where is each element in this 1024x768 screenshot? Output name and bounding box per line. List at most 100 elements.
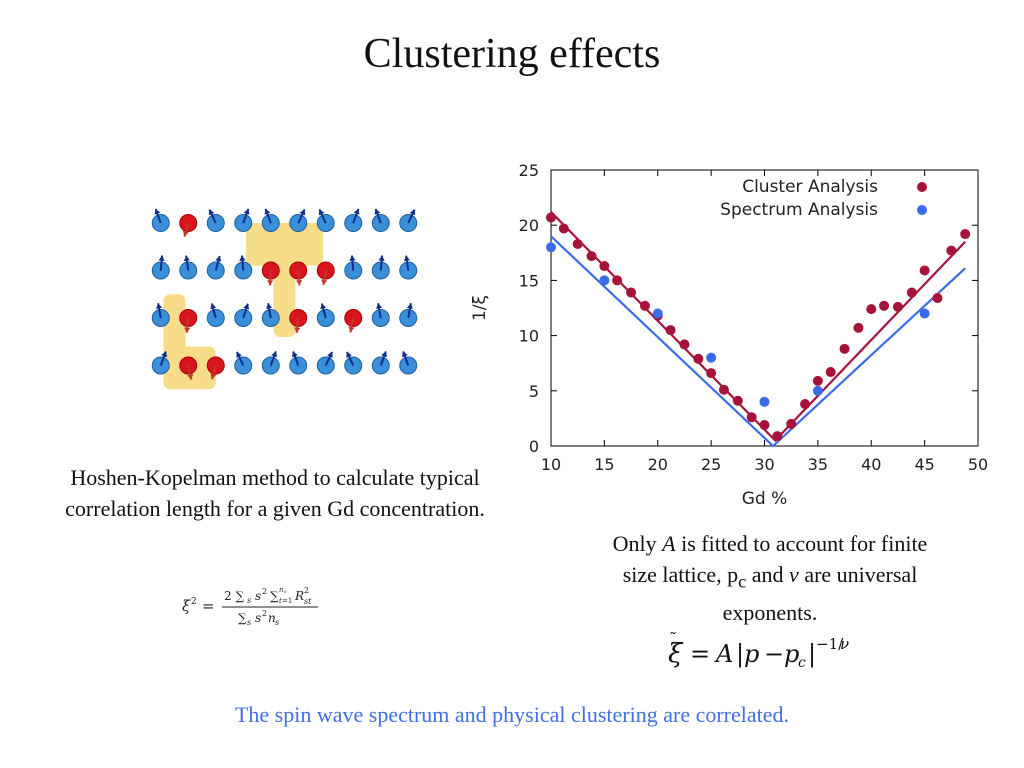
data-point [626,287,637,298]
data-point [906,287,917,298]
fit-caption-part3: and [746,562,790,587]
svg-text:p: p [784,640,799,668]
svg-text:2: 2 [262,609,267,618]
spin-site-red [179,356,198,380]
spin-site-blue [344,208,363,232]
svg-text:=1: =1 [282,597,292,605]
svg-text:s: s [255,589,261,603]
correlation-length-chart: 10 15 20 25 30 35 40 45 50 0 5 10 15 20 25 Gd % 1/ξ Clust… [470,161,988,509]
x-tick-label: 25 [701,455,721,474]
spin-site-blue [151,303,170,327]
data-point [652,308,663,319]
data-point [746,412,757,423]
svg-text:|: | [808,640,816,669]
spin-lattice-diagram [151,208,418,390]
spin-site-blue [179,255,198,280]
spin-site-blue [151,351,170,375]
spin-site-blue [261,351,280,375]
svg-text:s: s [247,618,251,627]
data-point [825,367,836,378]
data-point [665,325,676,336]
svg-text:n: n [279,586,284,594]
svg-text:2 ∑: 2 ∑ [224,589,244,603]
svg-text:st: st [304,597,312,606]
y-tick-label: 20 [519,216,539,235]
fit-caption-sub-c: c [738,571,747,592]
data-point [800,399,811,410]
legend-label: Cluster Analysis [742,177,878,197]
data-point [892,301,903,312]
spin-site-blue [371,208,390,232]
svg-text:ξ: ξ [668,639,684,669]
spin-site-blue [316,208,335,232]
spin-site-blue [206,255,225,280]
data-point [718,384,729,395]
fit-caption: Only A is fitted to account for finite s… [600,528,940,628]
svg-text:A: A [714,640,733,668]
spin-site-blue [234,351,253,375]
spin-site-blue [399,255,418,280]
data-point [960,229,971,240]
legend-label: Spectrum Analysis [720,200,878,220]
spin-site-blue [399,303,418,327]
svg-text:=: = [202,597,215,615]
fit-caption-part4: are universal exponents. [722,562,918,626]
x-tick-label: 50 [968,455,988,474]
data-point [919,265,930,276]
svg-text:c: c [798,655,806,671]
data-point [599,261,610,272]
spin-site-blue [344,351,363,375]
data-point [612,275,623,286]
hoshen-kopelman-caption: Hoshen-Kopelman method to calculate typi… [65,465,485,521]
spin-site-blue [151,208,170,232]
fit-caption-nu: ν [789,562,799,587]
data-point [572,238,583,249]
spin-site-blue [371,351,390,375]
svg-text:=: = [690,640,710,668]
svg-text:ξ: ξ [182,597,191,615]
spin-site-blue [261,208,280,232]
svg-text:R: R [294,589,304,603]
data-point [812,375,823,386]
data-point [919,308,930,319]
svg-text:s: s [247,596,251,605]
cluster-highlight [273,227,296,337]
svg-text:−: − [764,640,784,668]
data-point [558,223,569,234]
spin-site-red [206,356,225,380]
spin-site-blue [399,351,418,375]
spin-site-blue [289,208,308,232]
y-tick-label: 10 [519,327,539,346]
fit-line [550,235,966,448]
data-point [946,245,957,256]
x-tick-label: 45 [914,455,934,474]
data-point [786,418,797,429]
svg-text:˜: ˜ [669,632,677,648]
spin-site-red [344,309,363,333]
data-point [759,396,770,407]
spin-site-red [289,309,308,333]
data-point [546,242,556,253]
spin-site-blue [316,351,335,375]
x-axis-label: Gd % [742,489,788,509]
spin-site-red [179,309,198,333]
data-point [879,300,890,311]
spin-site-red [316,261,335,286]
spin-site-blue [399,208,418,232]
data-point [812,385,823,396]
svg-text:s: s [275,618,279,627]
data-point [772,431,783,442]
slide-title: Clustering effects [363,31,661,77]
spin-site-blue [371,255,390,280]
svg-text:2: 2 [262,587,267,596]
legend-marker [917,182,927,192]
data-point [732,395,743,406]
data-point [706,352,717,363]
fit-law-formula: ξ ˜ = A | p − p c | −1/ ν [668,632,849,671]
correlation-length-formula: ξ 2 = 2 ∑ s s 2 ∑ t =1 n s R 2 st ∑ s s … [182,586,318,627]
spin-site-red [179,214,198,237]
y-tick-label: 5 [529,382,539,401]
svg-text:|: | [736,640,744,669]
svg-text:s: s [255,611,261,625]
y-tick-label: 25 [519,161,539,180]
